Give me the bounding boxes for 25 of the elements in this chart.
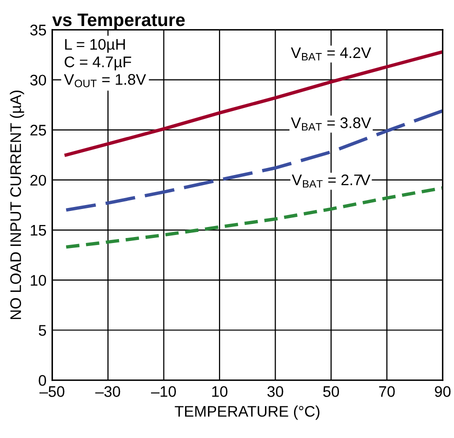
line-series [64,186,443,249]
x-tick-label: 50 [323,386,339,397]
x-tick-label: 70 [379,386,395,397]
series-label: V$_{BAT}$ = 4.2V [290,47,372,60]
x-axis-title: TEMPERATURE (°C) [174,406,320,420]
series-label: V$_{BAT}$ = 3.8V [290,117,372,130]
x-tick-label: –10 [151,386,176,397]
annotation: L = 10µH C = 4.7µF V$_{OUT}$ = 1.8V [64,38,146,88]
x-tick-label: –30 [95,386,120,397]
y-tick-label: 20 [30,174,46,186]
x-tick-label: 30 [267,386,284,397]
y-tick-label: 25 [30,124,46,136]
y-tick-label: 30 [30,74,46,86]
x-tick-label: –50 [39,386,64,397]
y-axis-title: NO LOAD INPUT CURRENT (µA) [10,90,24,320]
y-tick-label: 10 [30,274,46,286]
y-tick-label: 5 [38,325,46,336]
y-tick-label: 0 [38,375,46,386]
y-tick-label: 35 [30,24,46,36]
chart-title: vs Temperature [52,14,185,30]
line-series [64,109,443,212]
y-tick-label: 15 [30,225,46,236]
x-tick-label: 90 [434,386,451,397]
x-tick-label: 10 [212,386,228,397]
series-label: V$_{BAT}$ = 2.7V [292,174,370,188]
